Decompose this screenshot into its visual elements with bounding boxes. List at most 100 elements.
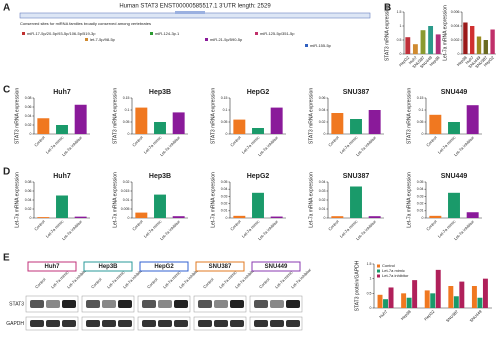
x-tick-label: SNU387 bbox=[445, 308, 460, 323]
y-tick-label: 0.05 bbox=[123, 120, 130, 124]
bar bbox=[154, 122, 166, 134]
bar bbox=[453, 296, 459, 308]
y-tick-label: 0.1 bbox=[223, 108, 228, 112]
y-tick-label: 0.01 bbox=[221, 209, 228, 213]
y-axis-label: STAT3 mRNA expression bbox=[112, 88, 118, 144]
x-tick-label: Let-7a inhibitor bbox=[159, 134, 182, 157]
bar bbox=[490, 29, 495, 54]
y-tick-label: 0 bbox=[128, 132, 130, 136]
y-tick-label: 0 bbox=[30, 132, 32, 136]
blot-strip bbox=[249, 295, 303, 313]
blot-band bbox=[230, 300, 244, 308]
y-tick-label: 0.05 bbox=[221, 180, 228, 184]
y-tick-label: 0 bbox=[30, 216, 32, 220]
y-tick-label: 0.04 bbox=[319, 180, 326, 184]
y-tick-label: 0.1 bbox=[125, 108, 130, 112]
blot-band bbox=[142, 320, 156, 327]
site-label: miR-124-3p.1 bbox=[155, 31, 180, 36]
blot-band bbox=[102, 320, 116, 327]
blot-strip bbox=[81, 295, 135, 313]
chart-title: HepG2 bbox=[247, 89, 270, 96]
legend-label: Let-7a mimic bbox=[382, 268, 405, 273]
y-tick-label: 0.08 bbox=[25, 180, 32, 184]
bar bbox=[448, 122, 460, 134]
bar bbox=[37, 217, 50, 218]
y-axis-label: Let-7a mRNA expression bbox=[406, 172, 412, 228]
bar bbox=[448, 192, 460, 218]
bar bbox=[377, 294, 383, 308]
site-label: miR-125-5p/351-5p bbox=[260, 31, 295, 36]
y-axis-label: Let-7a mRNA expression bbox=[112, 172, 118, 228]
blot-band bbox=[270, 300, 284, 308]
bar bbox=[368, 216, 381, 218]
x-tick-label: Let-7a inhibitor bbox=[453, 134, 476, 157]
bar bbox=[56, 125, 68, 134]
blot-band bbox=[270, 320, 284, 327]
charts: 0 0.5 1 1.5 STAT3 mRNA expression HepG2 Huh7 SN… bbox=[14, 5, 496, 323]
y-tick-label: 1.5 bbox=[367, 262, 372, 266]
site-marker bbox=[150, 32, 153, 35]
bar bbox=[471, 286, 477, 308]
bar bbox=[331, 216, 344, 218]
x-tick-label: Control bbox=[425, 219, 438, 232]
blot-band bbox=[158, 300, 172, 308]
y-tick-label: 0.02 bbox=[25, 207, 32, 211]
lane-label: Control bbox=[34, 277, 47, 290]
blot-strip bbox=[81, 316, 135, 331]
y-axis-label: STAT3 mRNA expression bbox=[14, 88, 20, 144]
blot-band bbox=[214, 320, 228, 327]
blot-band bbox=[198, 300, 212, 308]
blot-band bbox=[30, 300, 44, 308]
bar bbox=[435, 269, 441, 308]
y-axis-label: STAT3 mRNA expression bbox=[384, 5, 390, 61]
site-label: miR-17-5p/20-5p/93-5p/106-5p/519-3p bbox=[27, 31, 96, 36]
blot-band bbox=[142, 300, 156, 308]
blot-row-label: STAT3 bbox=[9, 301, 24, 307]
utr-highlight bbox=[175, 11, 205, 14]
y-axis-label: STAT3 protein/GAPDH bbox=[354, 260, 360, 311]
bar bbox=[252, 128, 264, 134]
cell-line-box bbox=[195, 261, 245, 272]
legend-swatch bbox=[377, 269, 380, 273]
site-label: miR-21-5p/590-5p bbox=[210, 37, 243, 42]
y-tick-label: 0 bbox=[226, 216, 228, 220]
x-tick-label: Control bbox=[33, 219, 46, 232]
cell-line-box bbox=[83, 261, 133, 272]
y-tick-label: 0.15 bbox=[221, 96, 228, 100]
x-tick-label: Let-7a inhibitor bbox=[61, 218, 84, 241]
y-tick-label: 0.5 bbox=[397, 38, 402, 42]
y-tick-label: 0.01 bbox=[417, 209, 424, 213]
chart-title: SNU387 bbox=[343, 89, 370, 96]
bar bbox=[383, 299, 389, 308]
blot-band bbox=[62, 300, 76, 308]
y-tick-label: 0.1 bbox=[419, 108, 424, 112]
y-tick-label: 0.03 bbox=[417, 194, 424, 198]
bar bbox=[482, 278, 488, 308]
y-tick-label: 0.06 bbox=[319, 96, 326, 100]
x-tick-label: Hep3B bbox=[400, 309, 412, 321]
y-tick-label: 0.04 bbox=[25, 114, 32, 118]
blot-strip bbox=[137, 316, 191, 331]
blot-band bbox=[46, 320, 60, 327]
bar bbox=[233, 119, 246, 134]
bar bbox=[463, 22, 468, 54]
blot-band bbox=[174, 300, 188, 308]
chart-title: Huh7 bbox=[53, 173, 71, 180]
chart-title: SNU449 bbox=[441, 173, 468, 180]
blot-band bbox=[214, 300, 228, 308]
bar bbox=[466, 105, 479, 134]
y-tick-label: 1 bbox=[400, 24, 402, 28]
y-tick-label: 0.05 bbox=[417, 120, 424, 124]
cell-line-box bbox=[251, 261, 301, 272]
x-tick-label: Let-7a inhibitor bbox=[159, 218, 182, 241]
bar bbox=[172, 112, 185, 134]
blot-band bbox=[86, 320, 100, 327]
legend-swatch bbox=[377, 274, 380, 278]
x-tick-label: Huh7 bbox=[464, 54, 475, 65]
blot-row-label: GAPDH bbox=[6, 321, 24, 327]
y-axis-label: STAT3 mRNA expression bbox=[308, 88, 314, 144]
chart-title: HepG2 bbox=[247, 173, 270, 180]
y-axis-label: STAT3 mRNA expression bbox=[210, 88, 216, 144]
y-tick-label: 0 bbox=[400, 52, 402, 56]
